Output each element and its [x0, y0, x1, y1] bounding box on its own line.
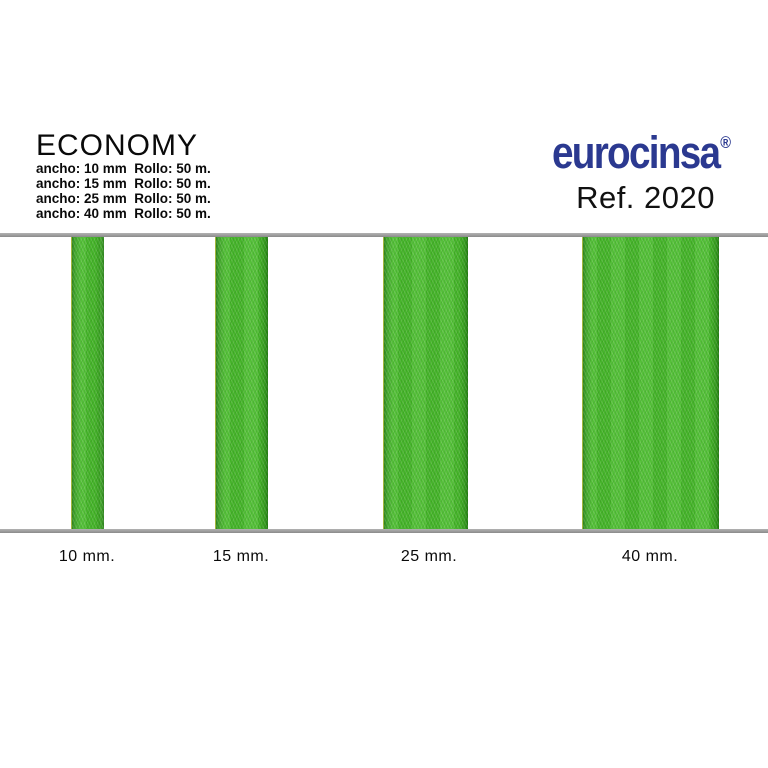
ribbon-width-label-40mm: 40 mm. [621, 548, 679, 565]
spec-line-10mm: ancho: 10 mm Rollo: 50 m. [36, 161, 211, 176]
spec-line-40mm: ancho: 40 mm Rollo: 50 m. [36, 206, 211, 221]
ribbon-swatch-40mm [582, 233, 719, 533]
ribbon-swatch-10mm [71, 233, 104, 533]
spec-line-15mm: ancho: 15 mm Rollo: 50 m. [36, 176, 211, 191]
ribbon-swatch-25mm [383, 233, 468, 533]
spec-line-25mm: ancho: 25 mm Rollo: 50 m. [36, 191, 211, 206]
ribbon-swatch-15mm [215, 233, 268, 533]
ribbon-width-label-10mm: 10 mm. [58, 548, 116, 565]
registered-trademark-mark: ® [720, 133, 731, 152]
reference-number: Ref. 2020 [576, 180, 715, 215]
brand-logo-text: eurocinsa [551, 127, 721, 178]
brand-block: eurocinsa® Ref. 2020 [523, 127, 731, 215]
ribbon-width-label-25mm: 25 mm. [400, 548, 458, 565]
spec-list: ancho: 10 mm Rollo: 50 m. ancho: 15 mm R… [36, 161, 211, 221]
brand-logo: eurocinsa® [551, 127, 731, 178]
shelf-rule-bottom [0, 529, 768, 533]
ribbon-width-label-15mm: 15 mm. [212, 548, 270, 565]
product-line-title: ECONOMY [36, 129, 199, 162]
shelf-rule-top [0, 233, 768, 237]
